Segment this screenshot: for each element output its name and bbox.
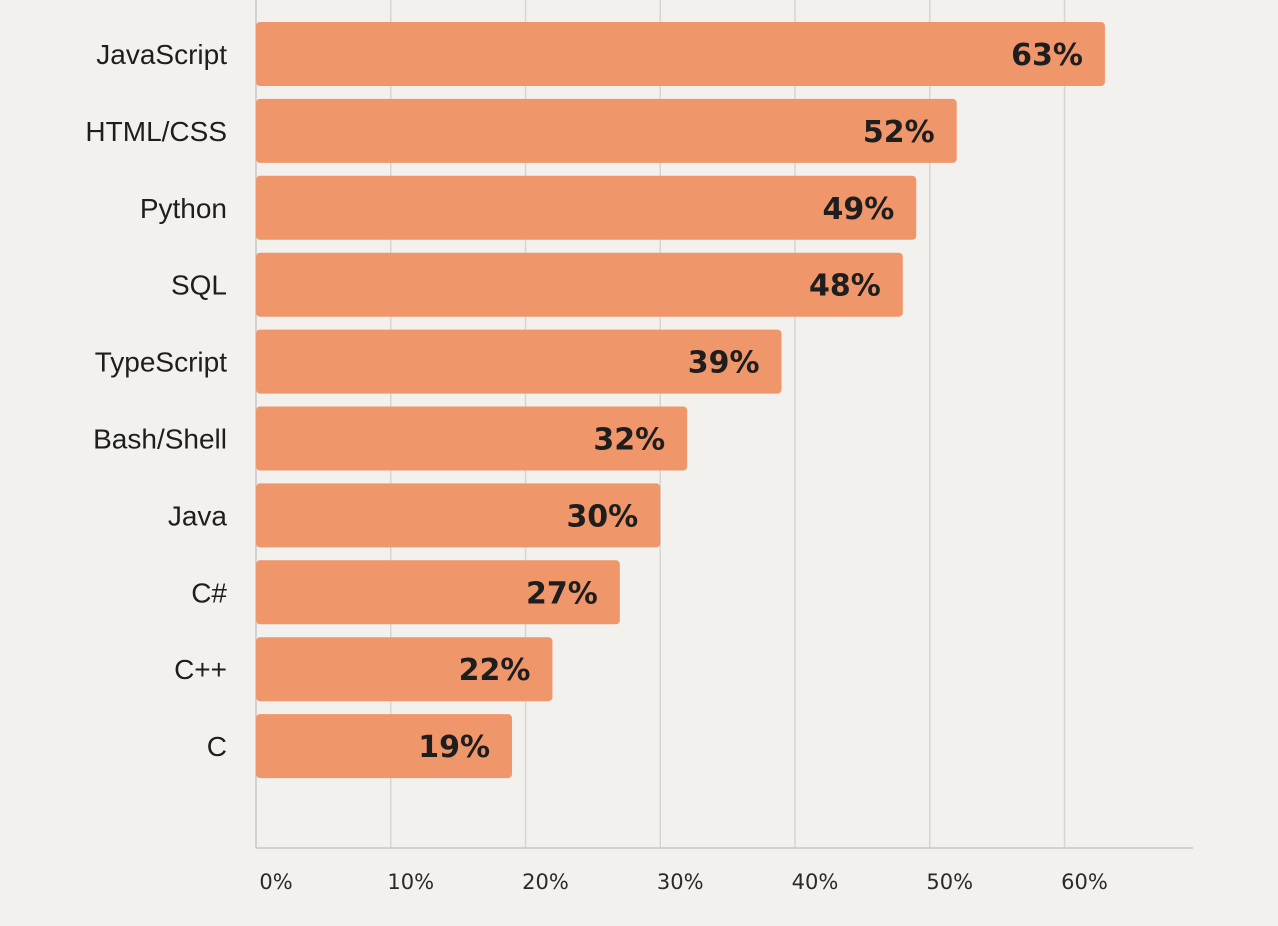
x-tick-label: 10% (387, 870, 434, 894)
category-label: SQL (171, 270, 227, 301)
value-label: 63% (1011, 38, 1083, 73)
category-label: TypeScript (95, 347, 227, 378)
category-label: Bash/Shell (93, 424, 227, 455)
bar (256, 175, 917, 240)
value-label: 22% (459, 653, 531, 688)
bars (256, 22, 1105, 779)
bar (256, 98, 957, 163)
value-label: 19% (418, 730, 490, 765)
bar (256, 483, 661, 548)
bar (256, 560, 620, 625)
category-label: HTML/CSS (85, 116, 227, 147)
value-label: 30% (566, 499, 638, 534)
x-tick-label: 0% (259, 870, 292, 894)
bar (256, 252, 903, 317)
value-label: 48% (809, 269, 881, 304)
bar (256, 22, 1105, 86)
bar (256, 714, 513, 779)
category-label: JavaScript (96, 39, 227, 70)
category-label: Python (140, 193, 227, 224)
category-label: Java (168, 500, 228, 531)
bar (256, 406, 688, 471)
x-tick-label: 50% (926, 870, 973, 894)
value-labels: 63% 52% 49% 48% 39% 32% 30% 27% 22% 19% (418, 38, 1083, 765)
bar (256, 637, 553, 702)
value-label: 39% (688, 346, 760, 381)
category-label: C++ (174, 654, 227, 685)
category-label: C (207, 731, 227, 762)
x-tick-label: 30% (657, 870, 704, 894)
value-label: 49% (822, 192, 894, 227)
x-tick-label: 60% (1061, 870, 1108, 894)
value-label: 52% (863, 115, 935, 150)
category-labels: JavaScript HTML/CSS Python SQL TypeScript Bas… (85, 39, 227, 762)
x-tick-label: 40% (792, 870, 839, 894)
value-label: 32% (593, 423, 665, 458)
x-axis: 0% 10% 20% 30% 40% 50% 60% (256, 847, 1193, 894)
value-label: 27% (526, 576, 598, 611)
category-label: C# (191, 577, 227, 608)
bar (256, 329, 782, 394)
x-tick-label: 20% (522, 870, 569, 894)
